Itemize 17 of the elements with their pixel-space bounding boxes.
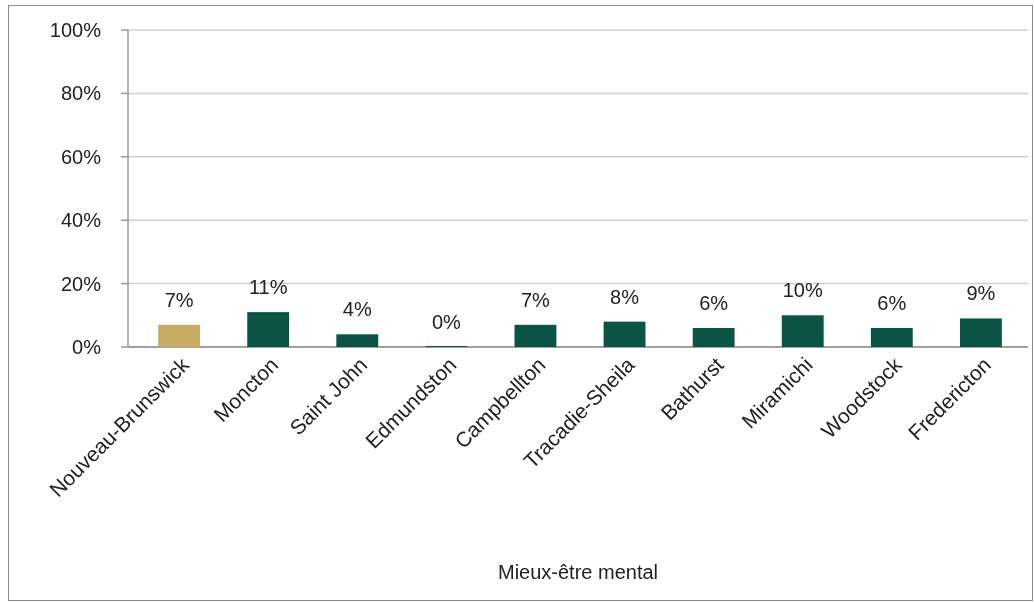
y-tick-label: 20%: [60, 272, 102, 295]
y-tick-label: 60%: [60, 145, 102, 168]
data-label: 9%: [966, 282, 996, 305]
data-label: 11%: [248, 276, 288, 299]
data-label: 7%: [164, 288, 194, 311]
data-label: 10%: [782, 279, 823, 302]
y-tick-label: 100%: [49, 19, 102, 41]
y-tick-label: 0%: [72, 336, 102, 358]
y-tick-label: 80%: [60, 82, 102, 105]
x-axis-title: Mieux-être mental: [497, 561, 659, 583]
data-label: 7%: [521, 288, 551, 311]
data-label: 4%: [342, 298, 372, 321]
data-label: 6%: [699, 291, 729, 314]
data-label: 6%: [877, 291, 907, 314]
y-tick-label: 40%: [60, 209, 102, 232]
data-label: 0%: [431, 311, 462, 333]
data-label: 8%: [610, 285, 640, 308]
